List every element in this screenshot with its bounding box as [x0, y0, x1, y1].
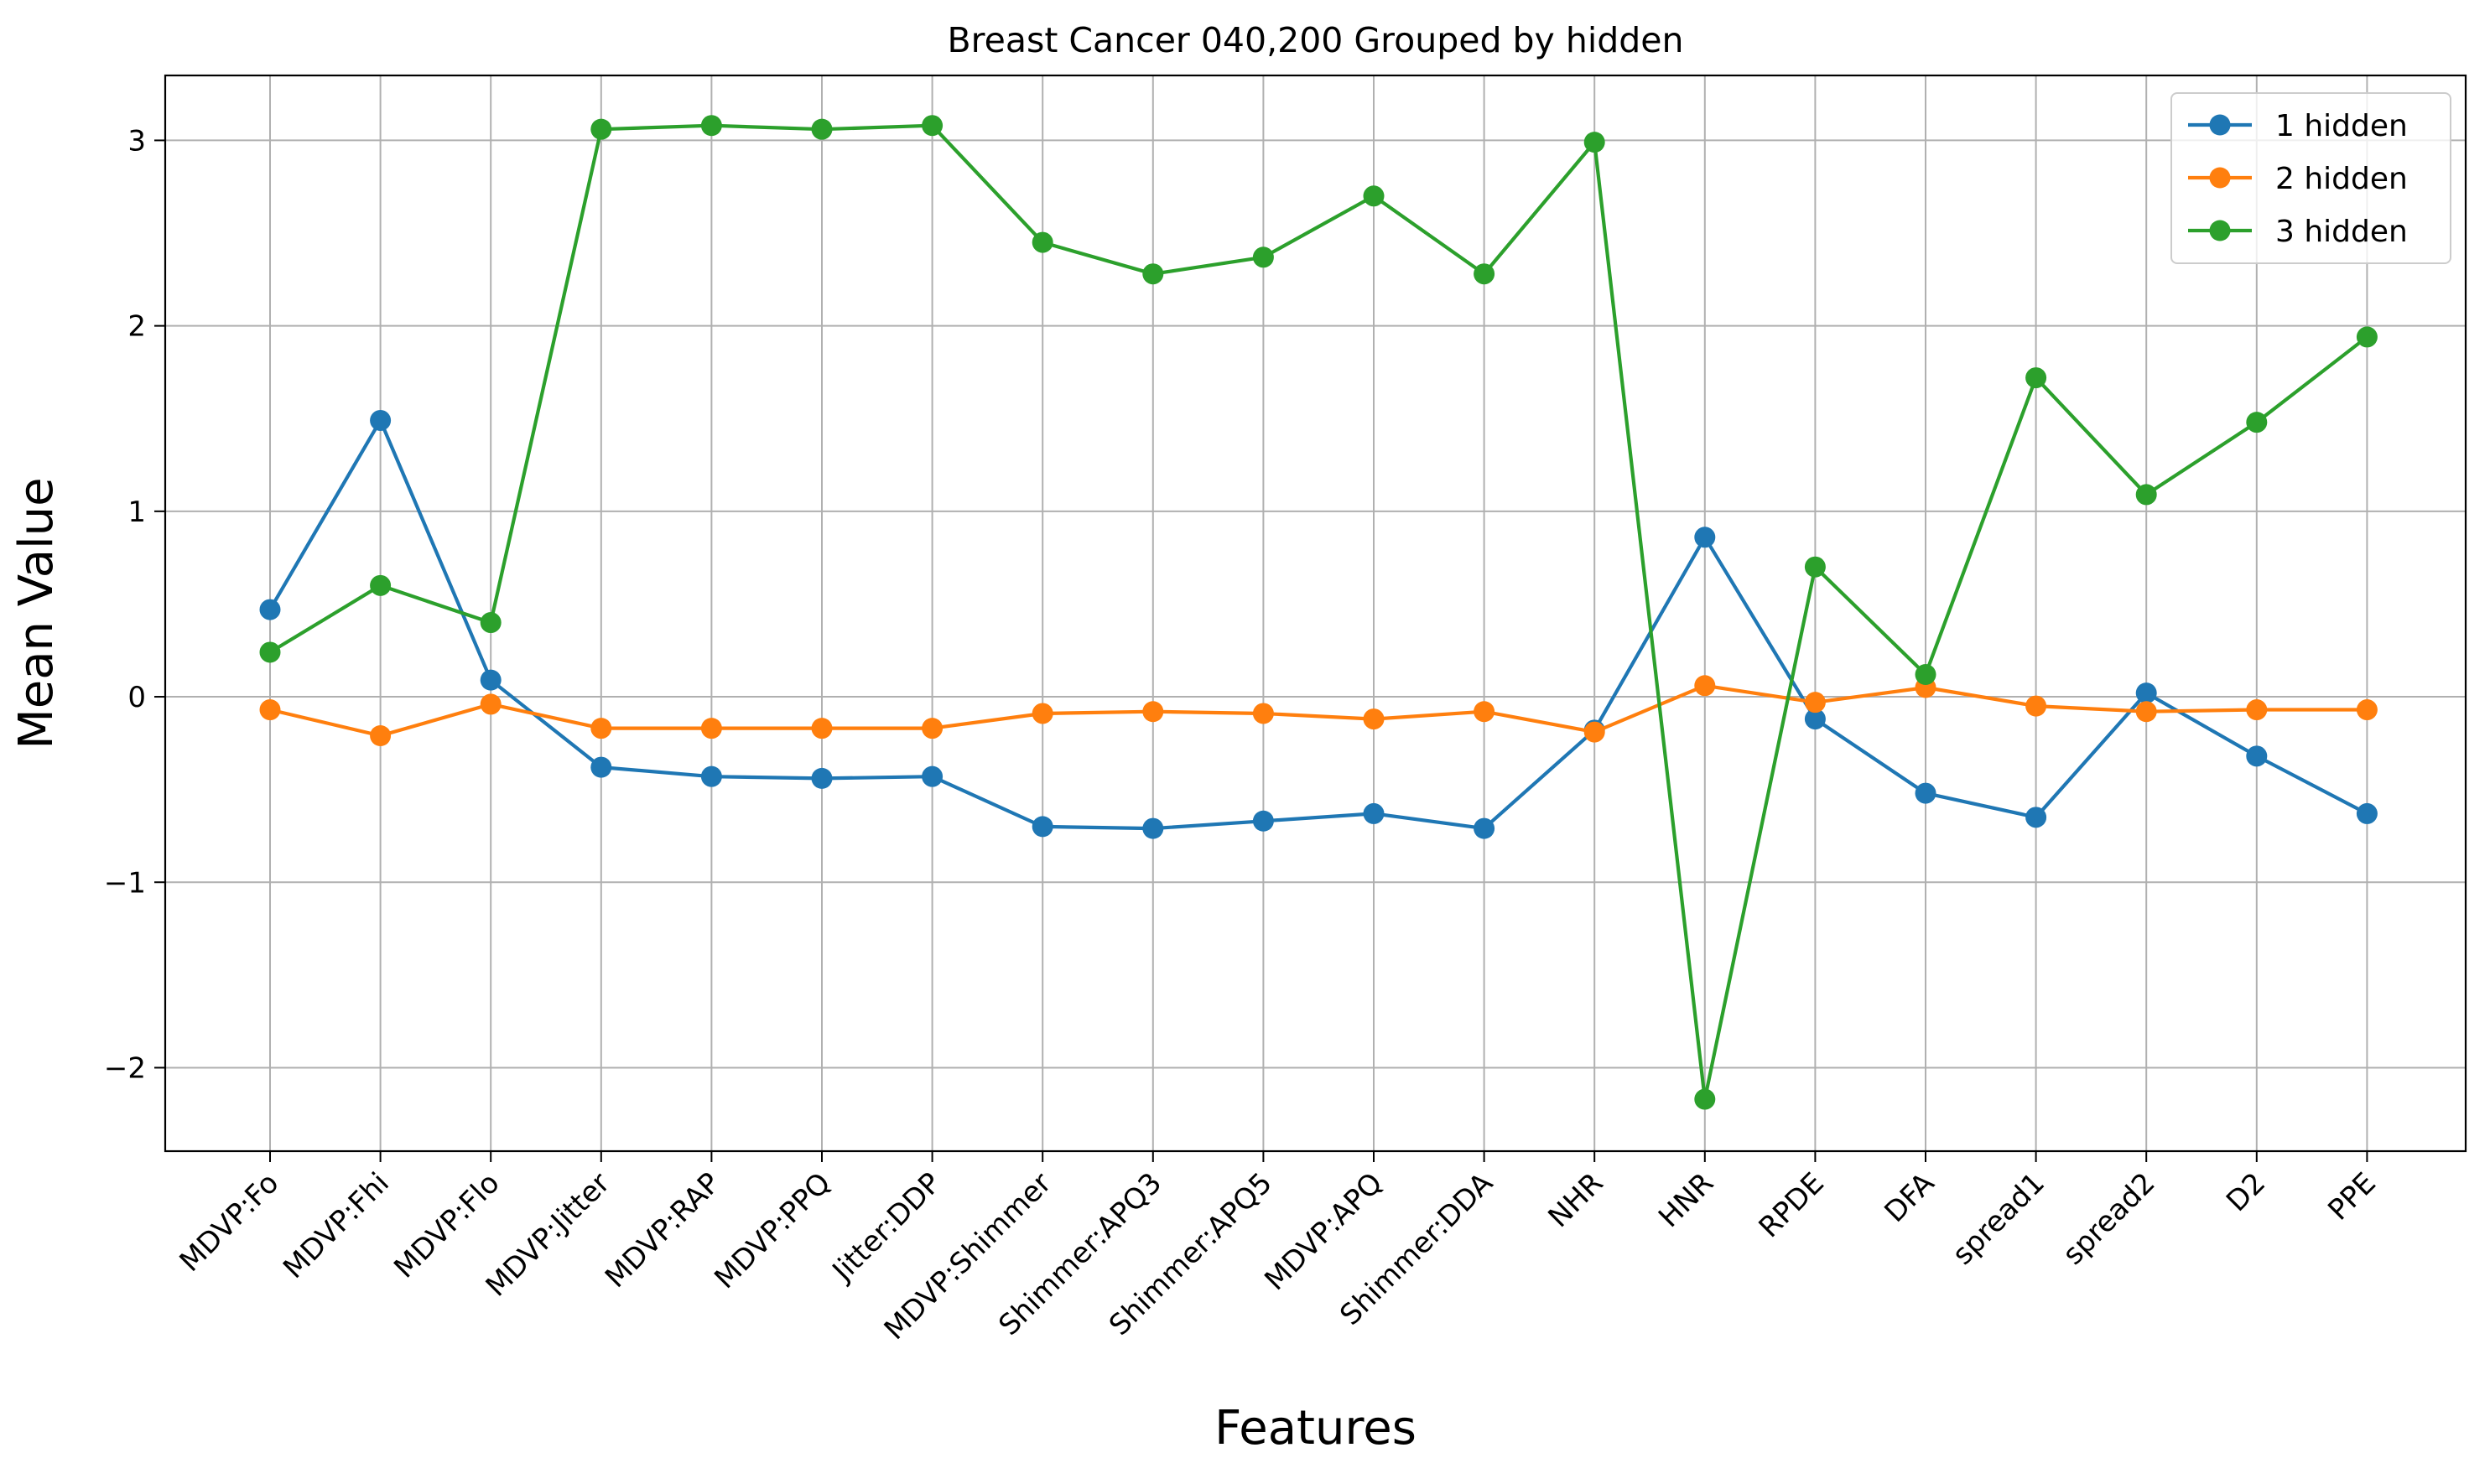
data-point	[2246, 412, 2268, 433]
data-point	[1804, 692, 1826, 713]
data-point	[259, 599, 281, 620]
data-point	[700, 115, 722, 137]
data-point	[1474, 701, 1495, 723]
data-point	[1142, 817, 1164, 839]
data-point	[811, 767, 833, 789]
data-point	[590, 118, 612, 140]
data-point	[480, 612, 502, 634]
data-point	[2246, 699, 2268, 721]
data-point	[370, 724, 392, 746]
data-point	[1694, 675, 1716, 697]
data-point	[1142, 701, 1164, 723]
grid	[165, 75, 2466, 1151]
data-point	[700, 718, 722, 739]
series	[259, 675, 2378, 746]
data-point	[1583, 721, 1605, 743]
legend-marker	[2209, 114, 2231, 136]
data-point	[2356, 802, 2378, 824]
data-point	[480, 669, 502, 691]
data-point	[480, 693, 502, 715]
legend-label: 1 hidden	[2275, 109, 2408, 143]
data-point	[811, 118, 833, 140]
legend-item: 1 hidden	[2188, 109, 2408, 143]
data-point	[2135, 701, 2157, 723]
data-point	[1804, 556, 1826, 578]
y-tick-label: 2	[127, 310, 146, 344]
y-tick-label: −1	[104, 866, 146, 900]
data-point	[1915, 663, 1936, 685]
data-point	[2246, 745, 2268, 767]
chart-title: Breast Cancer 040,200 Grouped by hidden	[948, 20, 1684, 60]
data-point	[811, 718, 833, 739]
series-line	[269, 683, 2368, 738]
legend-label: 3 hidden	[2275, 215, 2408, 249]
data-point	[370, 574, 392, 596]
data-point	[259, 699, 281, 721]
data-point	[1363, 802, 1385, 824]
legend-box	[2170, 92, 2451, 264]
data-point	[2025, 807, 2047, 828]
data-point	[1583, 132, 1605, 153]
data-point	[1474, 263, 1495, 285]
data-point	[922, 115, 943, 137]
legend-item: 2 hidden	[2188, 162, 2408, 196]
legend-marker	[2209, 167, 2231, 189]
data-point	[1804, 708, 1826, 730]
data-point	[1032, 703, 1053, 724]
data-point	[1032, 816, 1053, 838]
data-point	[1363, 185, 1385, 207]
y-tick-label: 3	[127, 124, 146, 158]
data-point	[1252, 810, 1274, 832]
y-tick-label: 1	[127, 496, 146, 529]
series-group	[259, 115, 2378, 1110]
data-point	[2025, 367, 2047, 389]
data-point	[1032, 231, 1053, 253]
data-point	[259, 641, 281, 663]
data-point	[1252, 703, 1274, 724]
y-axis-label: Mean Value	[9, 477, 64, 749]
legend-label: 2 hidden	[2275, 162, 2408, 196]
series	[259, 115, 2378, 1110]
y-tick-label: −2	[104, 1051, 146, 1085]
y-tick-label: 0	[127, 681, 146, 714]
data-point	[370, 409, 392, 431]
data-point	[2135, 484, 2157, 506]
legend-item: 3 hidden	[2188, 215, 2408, 249]
data-point	[2356, 699, 2378, 721]
data-point	[1363, 708, 1385, 730]
data-point	[590, 718, 612, 739]
data-point	[1142, 263, 1164, 285]
series-line	[268, 123, 2368, 1102]
legend: 1 hidden 2 hidden 3 hidden	[2170, 92, 2451, 264]
data-point	[1915, 782, 1936, 804]
data-point	[1474, 817, 1495, 839]
data-point	[1252, 246, 1274, 268]
plot-frame	[164, 74, 2467, 1153]
data-point	[700, 765, 722, 787]
series-line	[268, 418, 2368, 831]
data-point	[2025, 695, 2047, 717]
data-point	[922, 765, 943, 787]
data-point	[2356, 326, 2378, 348]
data-point	[590, 756, 612, 778]
data-point	[1694, 1088, 1716, 1110]
x-axis-label: Features	[1214, 1401, 1417, 1455]
data-point	[2135, 682, 2157, 704]
legend-marker	[2209, 220, 2231, 241]
data-point	[922, 718, 943, 739]
data-point	[1694, 527, 1716, 548]
